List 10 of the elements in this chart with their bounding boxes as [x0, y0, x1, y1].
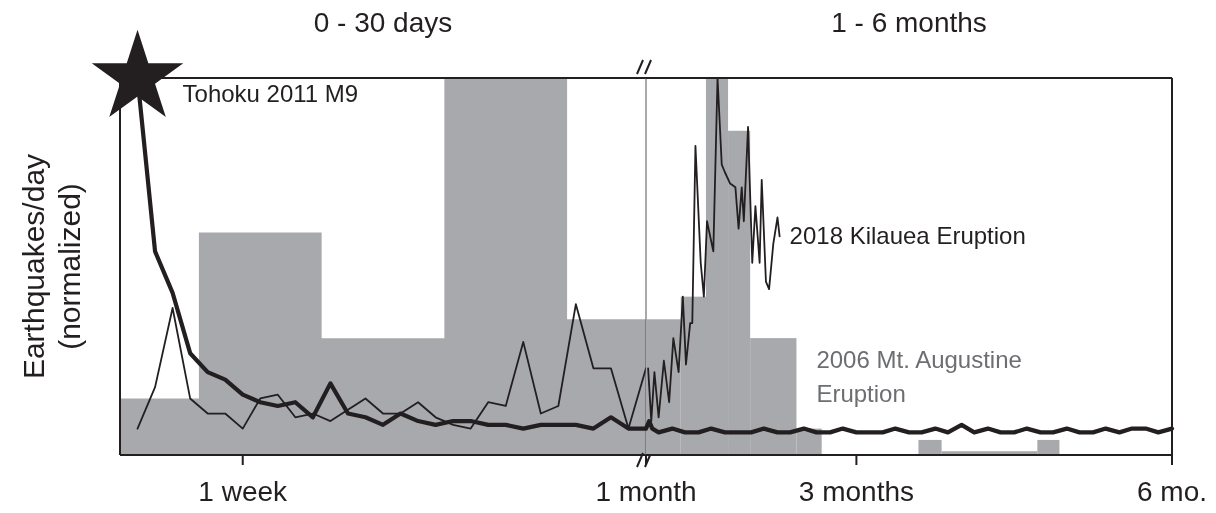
chart-title: 0 - 30 days: [313, 7, 453, 38]
x-tick-label: 1 week: [198, 476, 289, 507]
x-tick-label: 1 month: [595, 476, 697, 507]
x-tick-label: 6 mo.: [1136, 476, 1208, 507]
x-tick-label: 3 months: [798, 476, 914, 507]
series-label: Tohoku 2011 M9: [182, 80, 359, 107]
series-label: 2018 Kilauea Eruption: [789, 222, 1026, 250]
chart-title: 1 - 6 months: [831, 7, 987, 38]
y-axis-title: Earthquakes/day (normalized): [17, 153, 86, 380]
series-label: 2006 Mt. Augustine Eruption: [816, 346, 1022, 408]
